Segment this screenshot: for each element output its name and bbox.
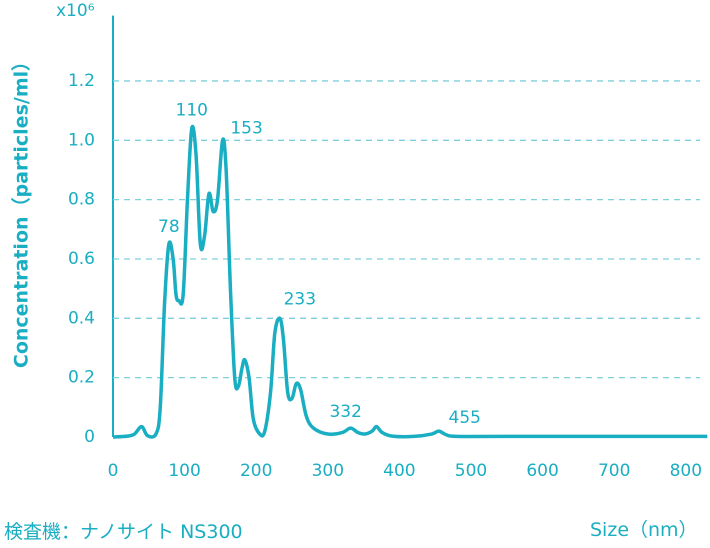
peak-label: 233	[284, 289, 316, 309]
x-axis-label: Size（nm）	[590, 519, 698, 541]
x-tick-label: 200	[240, 461, 272, 481]
peak-label: 153	[230, 118, 262, 138]
y-tick-label: 0.6	[68, 249, 95, 269]
y-tick-label: 0	[84, 427, 95, 447]
multiplier-label: x10⁶	[56, 1, 95, 21]
y-tick-label: 1.0	[68, 130, 95, 150]
x-tick-label: 700	[598, 461, 630, 481]
y-tick-label: 0.2	[68, 368, 95, 388]
x-tick-label: 800	[670, 461, 702, 481]
y-axis-label: Concentration（particles/ml）	[10, 52, 33, 368]
x-tick-label: 300	[312, 461, 344, 481]
y-tick-label: 0.4	[68, 308, 95, 328]
peak-label: 78	[158, 217, 180, 237]
footnote: 検査機：ナノサイト NS300	[4, 521, 243, 543]
data-line	[112, 124, 708, 439]
x-tick-label: 100	[168, 461, 200, 481]
x-tick-label: 0	[108, 461, 119, 481]
x-tick-label: 500	[455, 461, 487, 481]
peak-label: 110	[176, 100, 208, 120]
y-tick-label: 0.8	[68, 190, 95, 210]
x-tick-label: 600	[526, 461, 558, 481]
x-tick-label: 400	[383, 461, 415, 481]
peak-label: 332	[329, 402, 361, 422]
y-tick-label: 1.2	[68, 71, 95, 91]
peak-label: 455	[449, 408, 481, 428]
